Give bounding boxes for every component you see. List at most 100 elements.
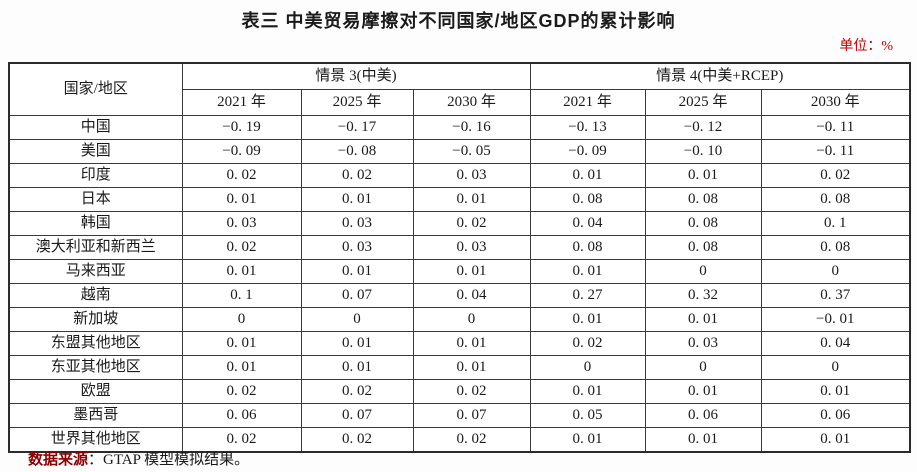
value-cell: 0. 01	[644, 379, 762, 404]
value-cell: −0. 13	[529, 115, 646, 140]
region-cell: 日本	[8, 187, 183, 212]
value-cell: 0	[644, 259, 762, 284]
value-cell: 0. 02	[300, 379, 414, 404]
value-cell: 0. 08	[644, 187, 762, 212]
gdp-impact-table: 国家/地区 情景 3(中美) 情景 4(中美+RCEP) 2021 年 2025…	[8, 62, 912, 453]
value-cell: 0. 03	[644, 331, 762, 356]
value-cell: 0. 02	[760, 163, 911, 188]
value-cell: −0. 10	[644, 139, 762, 164]
value-cell: 0. 01	[181, 259, 302, 284]
region-cell: 世界其他地区	[8, 427, 183, 453]
table-row: 欧盟 0. 02 0. 02 0. 02 0. 01 0. 01 0. 01	[8, 379, 911, 404]
value-cell: 0. 01	[760, 379, 911, 404]
corner-header: 国家/地区	[8, 62, 183, 116]
value-cell: 0. 01	[529, 259, 646, 284]
value-cell: −0. 17	[300, 115, 414, 140]
value-cell: −0. 11	[760, 115, 911, 140]
table-row: 世界其他地区 0. 02 0. 02 0. 02 0. 01 0. 01 0. 01	[8, 427, 911, 453]
value-cell: 0. 37	[760, 283, 911, 308]
year-header-s4-2025: 2025 年	[644, 89, 762, 116]
value-cell: 0. 02	[181, 379, 302, 404]
value-cell: 0. 02	[300, 427, 414, 453]
table-row: 东盟其他地区 0. 01 0. 01 0. 01 0. 02 0. 03 0. 04	[8, 331, 911, 356]
year-header-s3-2030: 2030 年	[412, 89, 531, 116]
value-cell: −0. 09	[529, 139, 646, 164]
table-row: 日本 0. 01 0. 01 0. 01 0. 08 0. 08 0. 08	[8, 187, 911, 212]
value-cell: 0. 03	[412, 235, 531, 260]
value-cell: 0. 01	[529, 427, 646, 453]
value-cell: 0. 01	[529, 307, 646, 332]
region-cell: 韩国	[8, 211, 183, 236]
year-header-row: 2021 年 2025 年 2030 年 2021 年 2025 年 2030 …	[9, 89, 911, 116]
value-cell: 0	[412, 307, 531, 332]
value-cell: 0	[760, 259, 911, 284]
value-cell: 0. 01	[181, 331, 302, 356]
region-cell: 中国	[8, 115, 183, 140]
value-cell: 0. 04	[760, 331, 911, 356]
value-cell: 0. 08	[529, 235, 646, 260]
value-cell: 0. 04	[529, 211, 646, 236]
value-cell: 0. 02	[181, 163, 302, 188]
value-cell: 0. 01	[300, 187, 414, 212]
table-row: 中国 −0. 19 −0. 17 −0. 16 −0. 13 −0. 12 −0. 11	[8, 115, 911, 140]
value-cell: 0. 01	[529, 379, 646, 404]
value-cell: 0. 32	[644, 283, 762, 308]
value-cell: 0. 03	[300, 235, 414, 260]
value-cell: −0. 01	[760, 307, 911, 332]
value-cell: 0. 08	[644, 211, 762, 236]
value-cell: 0. 01	[300, 355, 414, 380]
value-cell: 0. 07	[412, 403, 531, 428]
group-header-row: 国家/地区 情景 3(中美) 情景 4(中美+RCEP)	[8, 62, 911, 116]
data-source-label: 数据来源	[28, 451, 89, 468]
value-cell: 0. 02	[412, 379, 531, 404]
table-row: 越南 0. 1 0. 07 0. 04 0. 27 0. 32 0. 37	[8, 283, 911, 308]
unit-label: 单位：%	[839, 39, 893, 54]
table-header: 国家/地区 情景 3(中美) 情景 4(中美+RCEP) 2021 年 2025…	[8, 62, 911, 116]
year-header-s4-2021: 2021 年	[529, 89, 646, 116]
value-cell: 0. 05	[529, 403, 646, 428]
table-body: 中国 −0. 19 −0. 17 −0. 16 −0. 13 −0. 12 −0. 11 美国…	[8, 115, 911, 453]
group-header-scenario3: 情景 3(中美)	[181, 62, 531, 90]
value-cell: 0	[529, 355, 646, 380]
value-cell: 0. 03	[300, 211, 414, 236]
value-cell: −0. 16	[412, 115, 531, 140]
value-cell: −0. 12	[644, 115, 762, 140]
table-row: 澳大利亚和新西兰 0. 02 0. 03 0. 03 0. 08 0. 08 0. 08	[8, 235, 911, 260]
value-cell: −0. 05	[412, 139, 531, 164]
value-cell: −0. 08	[300, 139, 414, 164]
region-cell: 欧盟	[8, 379, 183, 404]
value-cell: −0. 11	[760, 139, 911, 164]
value-cell: 0. 01	[644, 163, 762, 188]
year-header-s4-2030: 2030 年	[760, 89, 911, 116]
value-cell: 0. 06	[181, 403, 302, 428]
table-row: 马来西亚 0. 01 0. 01 0. 01 0. 01 0 0	[8, 259, 911, 284]
value-cell: 0	[760, 355, 911, 380]
region-cell: 澳大利亚和新西兰	[8, 235, 183, 260]
value-cell: 0. 07	[300, 403, 414, 428]
group-header-scenario4: 情景 4(中美+RCEP)	[529, 62, 911, 90]
table-row: 东亚其他地区 0. 01 0. 01 0. 01 0 0 0	[8, 355, 911, 380]
table-title: 表三 中美贸易摩擦对不同国家/地区GDP的累计影响	[241, 11, 676, 31]
value-cell: 0	[644, 355, 762, 380]
value-cell: 0. 01	[181, 355, 302, 380]
table-row: 美国 −0. 09 −0. 08 −0. 05 −0. 09 −0. 10 −0. 11	[8, 139, 911, 164]
region-cell: 墨西哥	[8, 403, 183, 428]
value-cell: 0. 02	[412, 211, 531, 236]
data-source-note: 数据来源：GTAP 模型模拟结果。	[28, 448, 249, 469]
value-cell: 0. 08	[760, 187, 911, 212]
region-cell: 东盟其他地区	[8, 331, 183, 356]
value-cell: 0. 01	[412, 187, 531, 212]
value-cell: 0. 01	[644, 427, 762, 453]
value-cell: 0	[300, 307, 414, 332]
value-cell: 0. 07	[300, 283, 414, 308]
value-cell: 0. 02	[412, 427, 531, 453]
value-cell: 0. 02	[181, 427, 302, 453]
value-cell: 0. 02	[529, 331, 646, 356]
region-cell: 越南	[8, 283, 183, 308]
value-cell: 0. 01	[412, 355, 531, 380]
value-cell: 0. 01	[644, 307, 762, 332]
region-cell: 印度	[8, 163, 183, 188]
value-cell: 0. 08	[760, 235, 911, 260]
value-cell: 0. 02	[300, 163, 414, 188]
region-cell: 新加坡	[8, 307, 183, 332]
